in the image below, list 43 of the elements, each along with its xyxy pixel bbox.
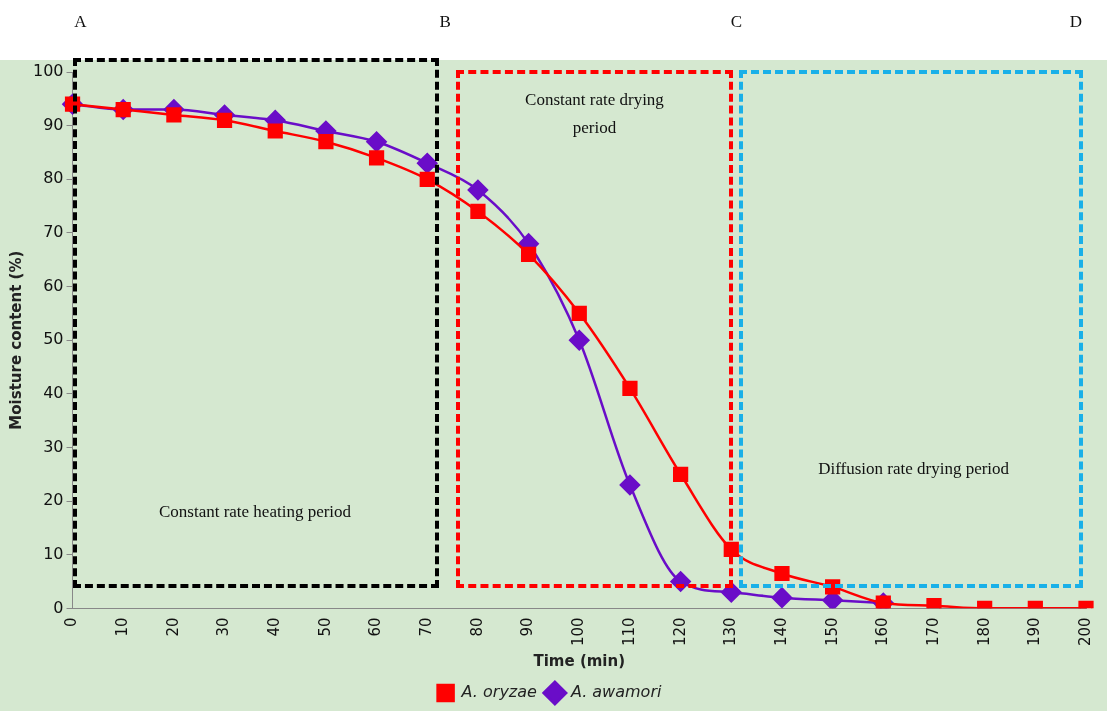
y-tick-label: 100 <box>32 61 64 81</box>
x-tick-label: 40 <box>265 617 284 637</box>
y-tick-label: 0 <box>53 597 64 617</box>
text: B <box>439 12 451 32</box>
y-tick-label: 50 <box>43 329 64 349</box>
y-tick-label: 20 <box>43 490 64 510</box>
x-tick-label: 160 <box>873 617 892 647</box>
x-tick-label: 130 <box>721 617 740 647</box>
legend-label: A. awamori <box>569 682 662 702</box>
legend-label: A. oryzae <box>460 682 538 702</box>
x-tick-label: 140 <box>771 617 790 647</box>
y-tick-label: 80 <box>43 168 64 188</box>
y-tick-label: 30 <box>43 436 64 456</box>
x-tick-label: 190 <box>1025 617 1044 647</box>
x-tick-label: 50 <box>315 617 334 637</box>
x-tick-label: 100 <box>569 617 588 647</box>
y-tick-label: 10 <box>43 543 64 563</box>
y-tick-label: 40 <box>43 382 64 402</box>
x-tick-label: 80 <box>467 617 486 637</box>
y-axis-title: Moisture content (%) <box>6 250 25 430</box>
x-tick-label: 180 <box>974 617 993 647</box>
y-tick-label: 90 <box>43 114 64 134</box>
x-tick-label: 10 <box>113 617 132 637</box>
x-tick-label: 170 <box>923 617 942 647</box>
text: C <box>730 12 743 32</box>
y-tick-label: 60 <box>43 275 64 295</box>
annotation: Constant rate drying period <box>524 89 665 139</box>
text: D <box>1069 12 1083 32</box>
x-tick-label: 70 <box>417 617 436 637</box>
x-tick-label: 110 <box>619 617 638 647</box>
x-tick-label: 30 <box>214 617 233 637</box>
annotation: Constant rate heating period <box>158 501 352 522</box>
x-tick-label: 150 <box>822 617 841 647</box>
x-tick-label: 0 <box>62 617 81 627</box>
text: A <box>74 12 87 32</box>
annotation: Diffusion rate drying period <box>818 458 1010 479</box>
y-tick-label: 70 <box>43 222 64 242</box>
x-tick-label: 20 <box>163 617 182 637</box>
x-tick-label: 90 <box>518 617 537 637</box>
x-axis-title: Time (min) <box>533 651 626 670</box>
x-tick-label: 200 <box>1075 617 1094 647</box>
x-tick-label: 120 <box>670 617 689 647</box>
x-tick-label: 60 <box>366 617 385 637</box>
